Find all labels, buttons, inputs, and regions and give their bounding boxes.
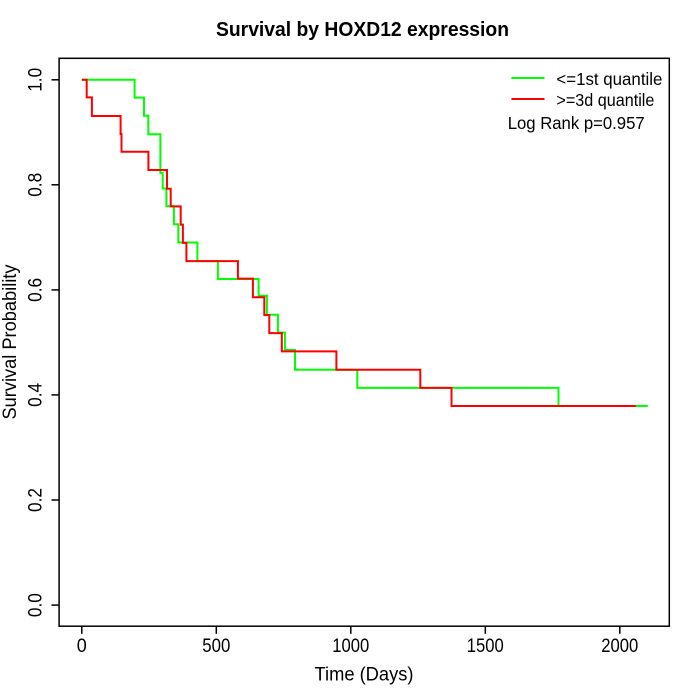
svg-text:500: 500	[202, 636, 230, 657]
svg-text:Log Rank p=0.957: Log Rank p=0.957	[508, 113, 645, 133]
svg-text:0.2: 0.2	[26, 488, 47, 512]
svg-text:0.8: 0.8	[26, 173, 47, 197]
svg-text:2000: 2000	[601, 636, 638, 657]
svg-text:1.0: 1.0	[26, 68, 47, 92]
svg-text:Survival Probability: Survival Probability	[0, 264, 21, 419]
svg-text:0: 0	[77, 636, 87, 657]
svg-text:0.4: 0.4	[26, 383, 47, 407]
svg-text:1000: 1000	[332, 636, 369, 657]
svg-text:0.6: 0.6	[26, 278, 47, 302]
svg-text:>=3d quantile: >=3d quantile	[556, 90, 654, 110]
svg-text:Survival by HOXD12 expression: Survival by HOXD12 expression	[216, 19, 509, 41]
svg-text:<=1st quantile: <=1st quantile	[556, 69, 662, 89]
svg-text:Time (Days): Time (Days)	[315, 665, 414, 686]
svg-text:0.0: 0.0	[26, 593, 47, 617]
svg-text:1500: 1500	[467, 636, 504, 657]
